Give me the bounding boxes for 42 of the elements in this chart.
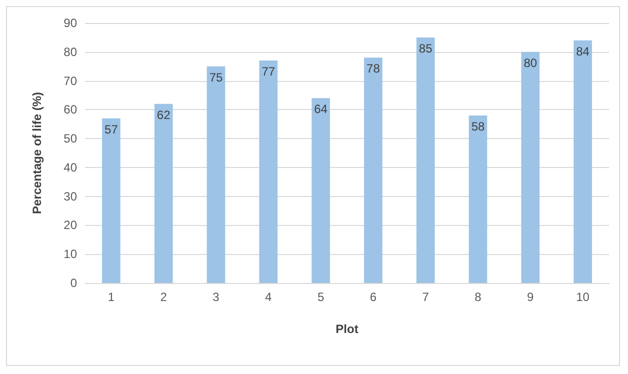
data-label: 80 <box>524 56 538 70</box>
data-label: 77 <box>262 64 276 79</box>
bar <box>259 60 278 283</box>
bar <box>206 66 226 283</box>
bar <box>521 52 540 283</box>
x-tick-label: 3 <box>212 290 220 304</box>
data-label: 64 <box>314 102 328 116</box>
bar <box>468 115 488 283</box>
y-tick-label: 50 <box>64 132 78 146</box>
data-label: 58 <box>471 119 485 134</box>
y-tick-label: 20 <box>64 218 78 232</box>
data-label: 85 <box>418 41 433 56</box>
x-tick-label: 8 <box>474 290 482 304</box>
data-label: 78 <box>366 62 380 76</box>
x-tick-label: 1 <box>108 290 115 304</box>
bar <box>154 104 173 283</box>
x-tick-label: 6 <box>370 290 377 304</box>
data-label: 84 <box>576 44 590 58</box>
bar <box>312 98 330 283</box>
x-tick-label: 5 <box>317 290 324 304</box>
x-tick-label: 2 <box>160 290 168 304</box>
y-tick-label: 0 <box>70 276 78 290</box>
bar <box>574 40 592 283</box>
x-tick-label: 10 <box>576 290 590 304</box>
bar <box>364 58 382 283</box>
x-tick-label: 9 <box>527 290 534 304</box>
x-axis-title: Plot <box>336 322 358 336</box>
data-label: 75 <box>209 70 223 84</box>
y-tick-label: 90 <box>64 16 78 30</box>
y-tick-label: 40 <box>64 160 78 174</box>
x-tick-label: 4 <box>265 290 272 304</box>
bar <box>102 118 120 283</box>
y-tick-label: 60 <box>64 102 78 117</box>
y-axis-title: Percentage of life (%) <box>30 92 44 214</box>
data-label: 62 <box>156 108 171 122</box>
x-tick-label: 7 <box>422 290 430 304</box>
data-label: 57 <box>104 122 118 136</box>
y-tick-label: 80 <box>64 44 78 59</box>
bar <box>416 37 435 283</box>
y-tick-label: 30 <box>64 189 78 204</box>
y-tick-label: 10 <box>64 247 78 262</box>
y-tick-label: 70 <box>64 74 78 88</box>
